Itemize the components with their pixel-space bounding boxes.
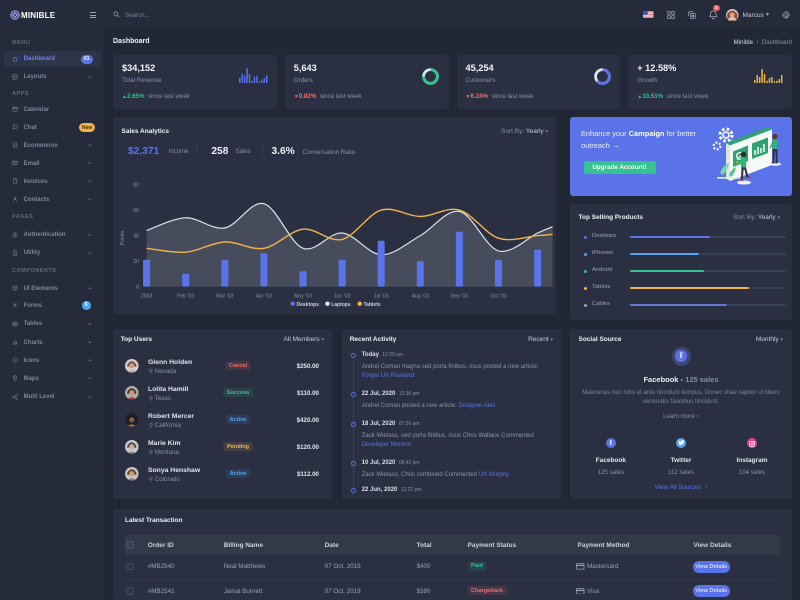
- svg-text:Laptops: Laptops: [331, 302, 351, 308]
- svg-text:60: 60: [133, 208, 139, 214]
- svg-text:Aug '03: Aug '03: [412, 294, 430, 300]
- svg-text:2003: 2003: [141, 294, 153, 300]
- svg-text:Tablets: Tablets: [364, 302, 381, 308]
- svg-text:Mar '03: Mar '03: [216, 294, 233, 300]
- svg-text:40: 40: [133, 234, 139, 240]
- svg-text:Sep '03: Sep '03: [451, 294, 469, 300]
- svg-text:Desktops: Desktops: [297, 302, 320, 308]
- svg-text:0: 0: [136, 285, 139, 291]
- svg-text:20: 20: [133, 259, 139, 265]
- svg-text:Jun '03: Jun '03: [334, 294, 351, 300]
- svg-text:May '03: May '03: [294, 294, 312, 300]
- svg-text:Oct '03: Oct '03: [490, 294, 506, 300]
- svg-text:Feb '03: Feb '03: [177, 294, 194, 300]
- svg-text:80: 80: [133, 183, 139, 189]
- svg-text:Apr '03: Apr '03: [256, 294, 272, 300]
- svg-text:Points: Points: [120, 230, 126, 245]
- svg-text:Jul '03: Jul '03: [374, 294, 389, 300]
